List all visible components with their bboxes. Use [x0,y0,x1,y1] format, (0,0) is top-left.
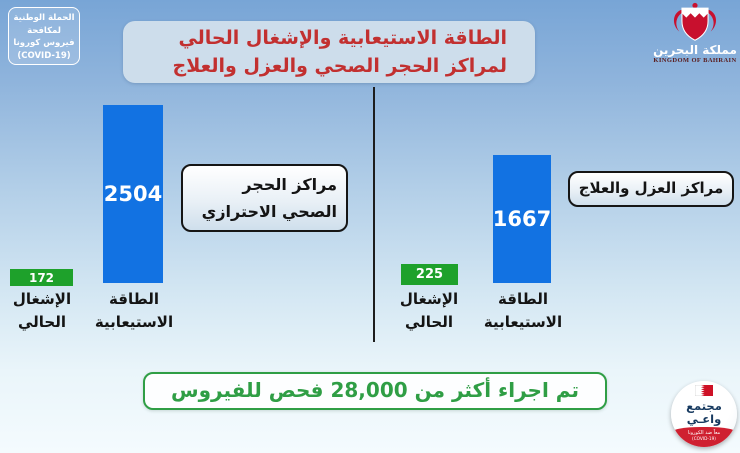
occupancy-value-quarantine: 172 [28,270,55,285]
capacity-bar-isolation: 1667 [493,155,551,283]
campaign-badge-line: الحملة الوطنية [13,13,75,23]
badge-sub-line-1: معاً ضد الكورونا [687,430,721,436]
badge-sub-line-2: (COVID-19) [692,436,716,442]
capacity-axis-label-quarantine: الطاقة الاستيعابية [94,290,174,331]
logo-arabic-text: مملكة البحرين [653,43,737,57]
occupancy-bar-quarantine: 172 [10,269,73,286]
page-title: الطاقة الاستيعابية والإشغال الحالي لمراك… [123,21,535,83]
kingdom-logo: مملكة البحرين KINGDOM OF BAHRAIN [652,2,738,64]
badge-title-line-1: مجتمع [686,399,722,413]
community-aware-badge: مجتمع واعـي معاً ضد الكورونا (COVID-19) [671,381,737,447]
isolation-centers-label-box: مراكز العزل والعلاج [568,171,734,207]
campaign-badge-line: (COVID-19) [17,50,71,61]
tests-count-banner: تم اجراء أكثر من 28,000 فحص للفيروس [143,372,607,410]
campaign-badge-line: لمكافحة [27,25,61,36]
campaign-badge: الحملة الوطنية لمكافحة فيروس كورونا (COV… [8,7,80,65]
capacity-value-isolation: 1667 [492,207,552,231]
campaign-badge-line: فيروس كورونا [13,38,75,48]
page-title-line-1: الطاقة الاستيعابية والإشغال الحالي [178,27,507,49]
capacity-value-quarantine: 2504 [103,182,163,206]
bahrain-coat-of-arms-icon [673,2,717,41]
capacity-axis-label-isolation: الطاقة الاستيعابية [483,290,563,331]
logo-english-text: KINGDOM OF BAHRAIN [653,57,737,64]
badge-red-band: معاً ضد الكورونا (COVID-19) [671,427,737,447]
occupancy-axis-label-isolation: الإشغال الحالي [399,290,459,331]
page-title-line-2: لمراكز الحجر الصحي والعزل والعلاج [172,55,507,77]
occupancy-value-isolation: 225 [415,267,444,282]
badge-title-line-2: واعـي [686,411,722,426]
bahrain-flag-icon [694,384,714,397]
occupancy-axis-label-quarantine: الإشغال الحالي [12,290,72,331]
quarantine-centers-label-box: مراكز الحجر الصحي الاحترازي [181,164,348,232]
occupancy-bar-isolation: 225 [401,264,458,285]
section-divider [373,87,375,342]
capacity-bar-quarantine: 2504 [103,105,163,283]
